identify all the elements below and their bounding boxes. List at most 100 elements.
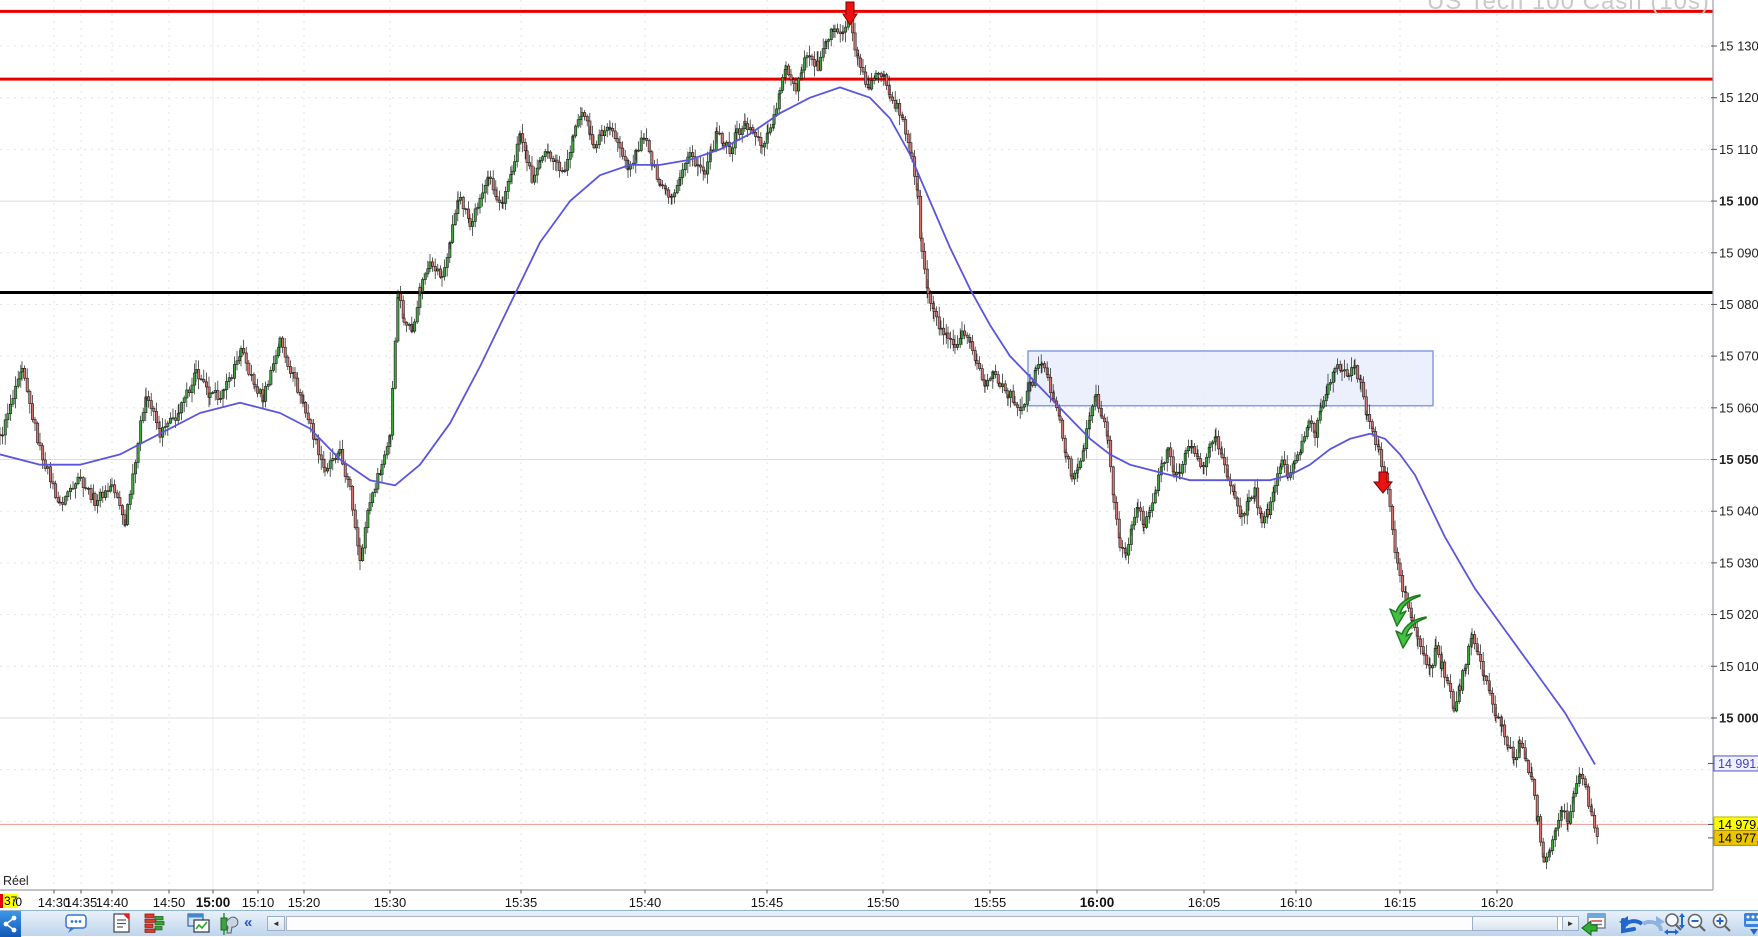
candle-body [880, 73, 882, 76]
candle-body [1531, 777, 1533, 780]
candle-body [1010, 391, 1012, 397]
candle-body [1354, 366, 1356, 367]
candle-body [245, 353, 247, 363]
candle-body [1264, 517, 1266, 523]
candle-body [1203, 465, 1205, 466]
goto-date-icon[interactable] [1580, 911, 1608, 937]
candle-body [129, 494, 131, 504]
candle-body [1241, 513, 1243, 516]
time-axis-label: 15:00 [196, 895, 231, 910]
candle-body [432, 262, 434, 266]
candle-body [492, 179, 494, 190]
candle-body [1516, 757, 1518, 759]
candle-body [490, 177, 492, 178]
zoom-in-icon[interactable] [1710, 911, 1734, 937]
scrollbar[interactable] [286, 916, 1563, 931]
candle-body [1047, 375, 1049, 378]
chat-icon[interactable] [64, 911, 90, 937]
candle-body [992, 372, 994, 373]
candle-body [550, 152, 552, 158]
candle-body [107, 491, 109, 492]
scroll-left-button[interactable]: ◄ [267, 916, 285, 931]
candle-body [612, 128, 614, 131]
candle-body [1251, 498, 1253, 499]
candle-body [902, 118, 904, 120]
candle-body [172, 418, 174, 419]
candle-body [80, 477, 82, 478]
candle-body [472, 221, 474, 226]
candle-body [606, 127, 608, 131]
candle-body [1215, 437, 1217, 438]
columns-icon[interactable] [1742, 911, 1758, 937]
price-axis-label: 15 100 [1719, 194, 1758, 209]
collapse-chevrons[interactable]: « [244, 914, 252, 931]
candle-body [1032, 382, 1034, 385]
candle-body [226, 381, 228, 389]
candle-body [1206, 457, 1208, 467]
candle-body [87, 488, 89, 489]
candle-body [1080, 461, 1082, 468]
candle-body [1173, 472, 1175, 475]
candle-body [640, 138, 642, 150]
candle-body [719, 133, 721, 134]
candle-body [320, 455, 322, 460]
supply-zone-rectangle[interactable] [1028, 351, 1433, 406]
candle-body [1261, 514, 1263, 523]
candle-body [1077, 468, 1079, 470]
candle-body [55, 484, 57, 498]
candle-body [278, 347, 280, 356]
orderbook-icon[interactable] [143, 911, 167, 937]
share-icon[interactable] [0, 911, 21, 937]
candle-body [188, 390, 190, 393]
time-axis-label: 16:05 [1188, 895, 1221, 910]
candle-body [444, 267, 446, 276]
candle-body [814, 60, 816, 67]
candle-body [318, 439, 320, 455]
candle-body [502, 203, 504, 204]
candle-body [1372, 429, 1374, 432]
candle-body [785, 66, 787, 69]
candle-body [1591, 812, 1593, 815]
windows-chart-icon[interactable] [186, 911, 212, 937]
wrench-candle-icon[interactable] [216, 911, 240, 937]
candle-body [324, 467, 326, 471]
candle-body [1498, 717, 1500, 718]
candle-body [1543, 857, 1545, 862]
candle-body [804, 58, 806, 70]
scrollbar-thumb[interactable] [1472, 916, 1558, 931]
candle-body [1579, 774, 1581, 776]
candle-body [622, 148, 624, 156]
candle-body [878, 73, 880, 74]
time-axis-label: 15:40 [629, 895, 662, 910]
candle-body [1026, 391, 1028, 404]
moving-average-line[interactable] [0, 87, 1595, 764]
candle-body [17, 379, 19, 386]
candle-body [1083, 449, 1085, 451]
news-icon[interactable] [112, 911, 134, 937]
candle-body [624, 156, 626, 160]
price-axis-label: 15 010 [1719, 659, 1758, 674]
candle-body [619, 142, 621, 148]
candle-body [24, 368, 26, 378]
candle-body [297, 378, 299, 392]
candle-body [362, 548, 364, 561]
candle-body [529, 163, 531, 166]
time-axis-label: 15:45 [751, 895, 784, 910]
sell-arrow-marker[interactable] [843, 2, 857, 25]
candle-body [674, 193, 676, 197]
candle-body [739, 129, 741, 135]
candle-body [352, 486, 354, 510]
candle-body [1444, 662, 1446, 677]
candle-body [1378, 447, 1380, 450]
candle-body [920, 196, 922, 238]
candle-body [422, 280, 424, 292]
candle-body [1483, 675, 1485, 676]
candle-body [364, 528, 366, 548]
scroll-right-button[interactable]: ► [1562, 916, 1579, 931]
zoom-out-icon[interactable] [1685, 911, 1709, 937]
candle-body [638, 150, 640, 151]
candle-body [414, 322, 416, 331]
